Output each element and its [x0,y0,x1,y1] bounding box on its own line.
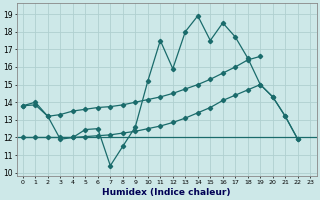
X-axis label: Humidex (Indice chaleur): Humidex (Indice chaleur) [102,188,231,197]
